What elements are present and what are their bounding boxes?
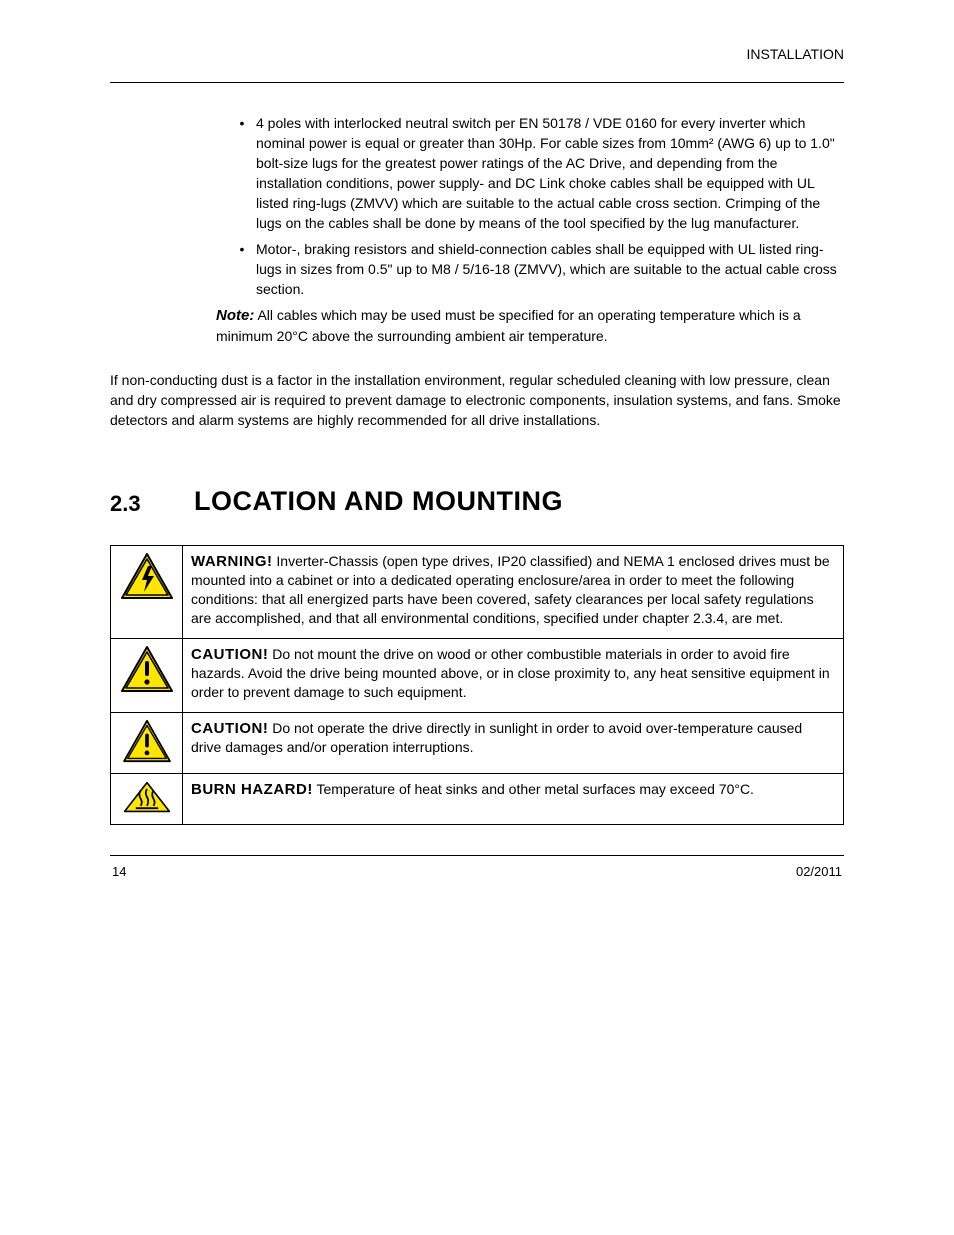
alert-body: Do not operate the drive directly in sun… [191, 720, 802, 755]
alert-body: Do not mount the drive on wood or other … [191, 646, 830, 700]
top-rule [110, 82, 844, 83]
note-block: Note: All cables which may be used must … [216, 305, 844, 346]
bullet-text: Motor-, braking resistors and shield-con… [256, 239, 844, 299]
alert-heading: CAUTION! [191, 646, 268, 663]
exclamation-triangle-icon [120, 645, 174, 693]
alert-text-cell: CAUTION! Do not operate the drive direct… [183, 713, 844, 774]
alert-heading: BURN HAZARD! [191, 781, 313, 798]
bullet-item: • Motor-, braking resistors and shield-c… [228, 239, 844, 299]
footer-date: 02/2011 [796, 864, 842, 879]
alert-row-caution: CAUTION! Do not mount the drive on wood … [111, 639, 844, 713]
header-right: INSTALLATION [110, 46, 844, 62]
section-heading: 2.3LOCATION AND MOUNTING [110, 486, 844, 517]
bullet-marker: • [228, 113, 256, 233]
alert-row-burn: BURN HAZARD! Temperature of heat sinks a… [111, 774, 844, 825]
alert-table: WARNING! Inverter-Chassis (open type dri… [110, 545, 844, 825]
alert-row-warning: WARNING! Inverter-Chassis (open type dri… [111, 546, 844, 639]
alert-icon-cell [111, 713, 183, 774]
alert-row-caution: CAUTION! Do not operate the drive direct… [111, 713, 844, 774]
note-label: Note: [216, 307, 254, 324]
alert-text-cell: CAUTION! Do not mount the drive on wood … [183, 639, 844, 713]
alert-text-cell: BURN HAZARD! Temperature of heat sinks a… [183, 774, 844, 825]
alert-text-cell: WARNING! Inverter-Chassis (open type dri… [183, 546, 844, 639]
bullet-item: • 4 poles with interlocked neutral switc… [228, 113, 844, 233]
alert-icon-cell [111, 639, 183, 713]
heat-triangle-icon [123, 780, 171, 814]
bottom-rule [110, 855, 844, 856]
paragraph-noncond: If non-conducting dust is a factor in th… [110, 370, 844, 430]
alert-icon-cell [111, 546, 183, 639]
alert-icon-cell [111, 774, 183, 825]
section-number: 2.3 [110, 491, 194, 517]
section-title: LOCATION AND MOUNTING [194, 486, 563, 516]
alert-body: Inverter-Chassis (open type drives, IP20… [191, 553, 830, 626]
alert-body: Temperature of heat sinks and other meta… [313, 781, 754, 797]
alert-heading: WARNING! [191, 553, 273, 570]
note-text: All cables which may be used must be spe… [216, 307, 801, 344]
alert-heading: CAUTION! [191, 720, 268, 737]
page-number: 14 [112, 864, 126, 879]
bullet-text: 4 poles with interlocked neutral switch … [256, 113, 844, 233]
exclamation-triangle-icon [122, 719, 172, 763]
bullet-list: • 4 poles with interlocked neutral switc… [228, 113, 844, 299]
footer: 14 02/2011 [110, 864, 844, 879]
lightning-triangle-icon [120, 552, 174, 600]
bullet-marker: • [228, 239, 256, 299]
page: INSTALLATION • 4 poles with interlocked … [0, 0, 954, 909]
